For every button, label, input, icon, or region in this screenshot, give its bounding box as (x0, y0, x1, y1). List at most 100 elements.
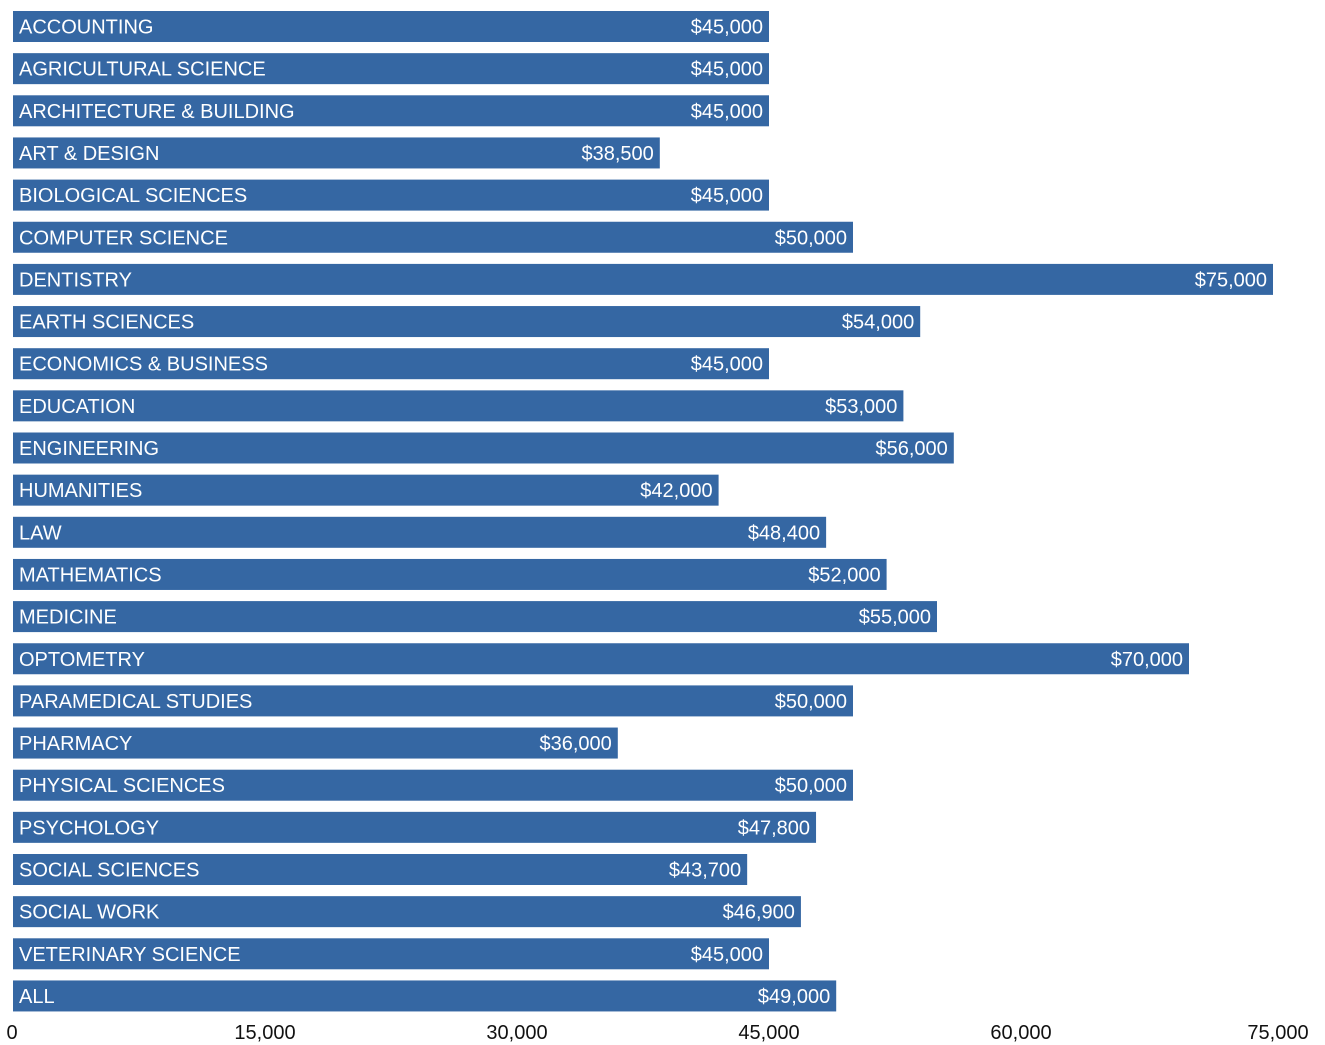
value-label: $38,500 (582, 143, 654, 165)
bar-group: PSYCHOLOGY $47,800 (13, 811, 817, 843)
bar (13, 601, 937, 633)
value-label: $45,000 (691, 354, 763, 376)
bar-group: AGRICULTURAL SCIENCE $45,000 (13, 53, 769, 85)
bar (13, 643, 1189, 675)
value-label: $45,000 (691, 59, 763, 81)
category-label: PHARMACY (19, 733, 132, 755)
category-label: LAW (19, 522, 62, 544)
category-label: EARTH SCIENCES (19, 312, 194, 334)
bar (13, 938, 769, 970)
category-label: HUMANITIES (19, 480, 142, 502)
bar-group: LAW $48,400 (13, 516, 827, 548)
bar (13, 811, 817, 843)
value-label: $49,000 (758, 986, 830, 1008)
category-label: SOCIAL SCIENCES (19, 860, 199, 882)
bar (13, 11, 769, 42)
category-label: MEDICINE (19, 607, 117, 629)
category-label: ART & DESIGN (19, 143, 159, 165)
value-label: $45,000 (691, 17, 763, 39)
value-label: $54,000 (842, 312, 914, 334)
category-label: ECONOMICS & BUSINESS (19, 354, 268, 376)
bar-group: ALL $49,000 (13, 980, 837, 1012)
category-label: VETERINARY SCIENCE (19, 944, 241, 966)
bar (13, 348, 769, 380)
value-label: $47,800 (738, 817, 810, 839)
bar (13, 263, 1273, 295)
x-tick-label: 75,000 (1247, 1022, 1308, 1044)
bar (13, 516, 827, 548)
category-label: PSYCHOLOGY (19, 817, 159, 839)
category-label: SOCIAL WORK (19, 902, 160, 924)
bar (13, 95, 769, 127)
bar (13, 306, 921, 338)
category-label: COMPUTER SCIENCE (19, 227, 228, 249)
value-label: $50,000 (775, 775, 847, 797)
x-tick-label: 45,000 (738, 1022, 799, 1044)
bar-group: PARAMEDICAL STUDIES $50,000 (13, 685, 853, 717)
category-label: DENTISTRY (19, 269, 132, 291)
bar-group: ECONOMICS & BUSINESS $45,000 (13, 348, 769, 380)
bar (13, 685, 853, 717)
value-label: $42,000 (640, 480, 712, 502)
category-label: ALL (19, 986, 55, 1008)
value-label: $46,900 (723, 902, 795, 924)
value-label: $53,000 (825, 396, 897, 418)
bar (13, 474, 719, 506)
value-label: $45,000 (691, 944, 763, 966)
value-label: $50,000 (775, 227, 847, 249)
value-label: $52,000 (808, 564, 880, 586)
bar-group: ACCOUNTING $45,000 (13, 11, 769, 42)
bar (13, 137, 660, 169)
value-label: $48,400 (748, 522, 820, 544)
bar (13, 432, 954, 464)
category-label: MATHEMATICS (19, 564, 162, 586)
x-axis-ticks: 0 15,000 30,000 45,000 60,000 75,000 (6, 1022, 1308, 1044)
category-label: PHYSICAL SCIENCES (19, 775, 225, 797)
bar-group: ART & DESIGN $38,500 (13, 137, 660, 169)
bar-group: MATHEMATICS $52,000 (13, 558, 887, 590)
value-label: $75,000 (1195, 269, 1267, 291)
bar-group: ENGINEERING $56,000 (13, 432, 954, 464)
bar (13, 896, 801, 928)
x-tick-label: 0 (6, 1022, 17, 1044)
bar-group: EARTH SCIENCES $54,000 (13, 306, 921, 338)
bar-group: MEDICINE $55,000 (13, 601, 937, 633)
value-label: $70,000 (1111, 649, 1183, 671)
category-label: BIOLOGICAL SCIENCES (19, 185, 247, 207)
value-label: $56,000 (876, 438, 948, 460)
category-label: ARCHITECTURE & BUILDING (19, 101, 295, 123)
bar-group: BIOLOGICAL SCIENCES $45,000 (13, 179, 769, 211)
bar-group: SOCIAL WORK $46,900 (13, 896, 801, 928)
category-label: ENGINEERING (19, 438, 159, 460)
bar-group: VETERINARY SCIENCE $45,000 (13, 938, 769, 970)
bars-layer: ACCOUNTING $45,000 AGRICULTURAL SCIENCE $45… (13, 11, 1273, 1012)
category-label: PARAMEDICAL STUDIES (19, 691, 252, 713)
bar-group: PHARMACY $36,000 (13, 727, 618, 759)
x-tick-label: 15,000 (234, 1022, 295, 1044)
bar (13, 221, 853, 253)
bar-group: HUMANITIES $42,000 (13, 474, 719, 506)
bar (13, 53, 769, 85)
bar-group: DENTISTRY $75,000 (13, 263, 1273, 295)
x-tick-label: 30,000 (486, 1022, 547, 1044)
bar-group: PHYSICAL SCIENCES $50,000 (13, 769, 853, 801)
category-label: OPTOMETRY (19, 649, 145, 671)
bar (13, 558, 887, 590)
bar (13, 727, 618, 759)
bar (13, 179, 769, 211)
category-label: ACCOUNTING (19, 17, 153, 39)
bar-group: ARCHITECTURE & BUILDING $45,000 (13, 95, 769, 127)
category-label: EDUCATION (19, 396, 135, 418)
category-label: AGRICULTURAL SCIENCE (19, 59, 266, 81)
bar (13, 854, 748, 885)
value-label: $45,000 (691, 101, 763, 123)
value-label: $43,700 (669, 860, 741, 882)
x-tick-label: 60,000 (990, 1022, 1051, 1044)
value-label: $45,000 (691, 185, 763, 207)
bar (13, 769, 853, 801)
bar-group: SOCIAL SCIENCES $43,700 (13, 854, 748, 885)
bar-group: COMPUTER SCIENCE $50,000 (13, 221, 853, 253)
bar (13, 980, 837, 1012)
